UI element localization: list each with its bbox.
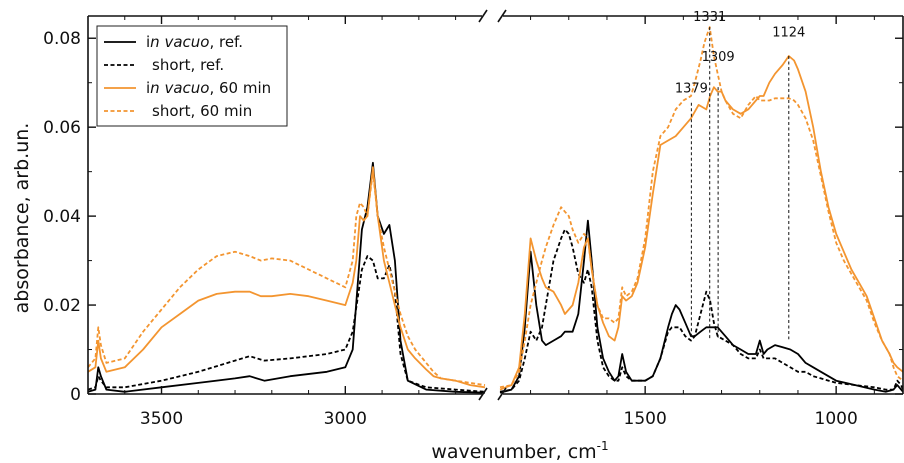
series-line-1-part-1 — [499, 228, 904, 393]
annotation-label-0: 1379 — [675, 81, 708, 96]
series-0 — [87, 161, 904, 394]
legend-label-italic: n vacuo — [150, 79, 209, 97]
legend: in vacuo, ref.short, ref.in vacuo, 60 mi… — [96, 25, 288, 127]
legend-label-3: short, 60 min — [152, 102, 252, 120]
axis-break-mark-0-1 — [497, 9, 507, 23]
legend-label-1: short, ref. — [152, 56, 224, 74]
y-axis-label: absorbance, arb.un. — [11, 123, 33, 314]
series-2 — [87, 55, 904, 391]
series-line-0-part-0 — [87, 161, 486, 394]
annotation-label-3: 1124 — [772, 26, 805, 41]
series-line-0-part-1 — [499, 219, 904, 394]
annotation-label-2: 1309 — [702, 50, 735, 65]
annotation-label-1: 1331 — [693, 10, 726, 25]
y-tick-label-4: 0.08 — [43, 29, 81, 49]
legend-label-2: in vacuo, 60 min — [146, 79, 271, 97]
plot-area: 1379 1331 1309 1124 — [87, 10, 904, 394]
y-tick-label-2: 0.04 — [43, 207, 81, 227]
axis-break-mark-1-1 — [497, 387, 507, 401]
y-tick-label-0: 0 — [70, 385, 81, 405]
series-line-1-part-0 — [87, 255, 486, 393]
x-tick-label-1-1: 1000 — [815, 409, 858, 429]
legend-label-part: , 60 min — [209, 79, 271, 97]
y-tick-label-3: 0.06 — [43, 118, 81, 138]
legend-label-part: i — [146, 33, 150, 51]
legend-label-italic: n vacuo — [150, 33, 209, 51]
x-tick-label-1-0: 1500 — [624, 409, 667, 429]
x-tick-label-0-1: 3000 — [324, 409, 367, 429]
series-line-3-part-1 — [499, 26, 904, 389]
axis-break-mark-1-0 — [478, 387, 488, 401]
series-line-2-part-0 — [87, 166, 486, 389]
series-1 — [87, 228, 904, 393]
series-line-3-part-0 — [87, 170, 486, 386]
axis-break-mark-0-0 — [478, 9, 488, 23]
legend-label-part: i — [146, 79, 150, 97]
x-axis-label-text: wavenumber, cm — [431, 441, 596, 463]
series-line-2-part-1 — [499, 55, 904, 391]
x-axis-label: wavenumber, cm-1 — [431, 439, 608, 463]
y-tick-label-1: 0.02 — [43, 296, 81, 316]
legend-label-0: in vacuo, ref. — [146, 33, 243, 51]
x-tick-label-0-0: 3500 — [140, 409, 183, 429]
x-axis-label-sup: -1 — [597, 439, 609, 453]
axes: 0 0.02 0.04 0.06 0.08 3500 3000 1500 1000 — [43, 9, 904, 429]
legend-label-part: , ref. — [209, 33, 243, 51]
series-3 — [87, 26, 904, 389]
